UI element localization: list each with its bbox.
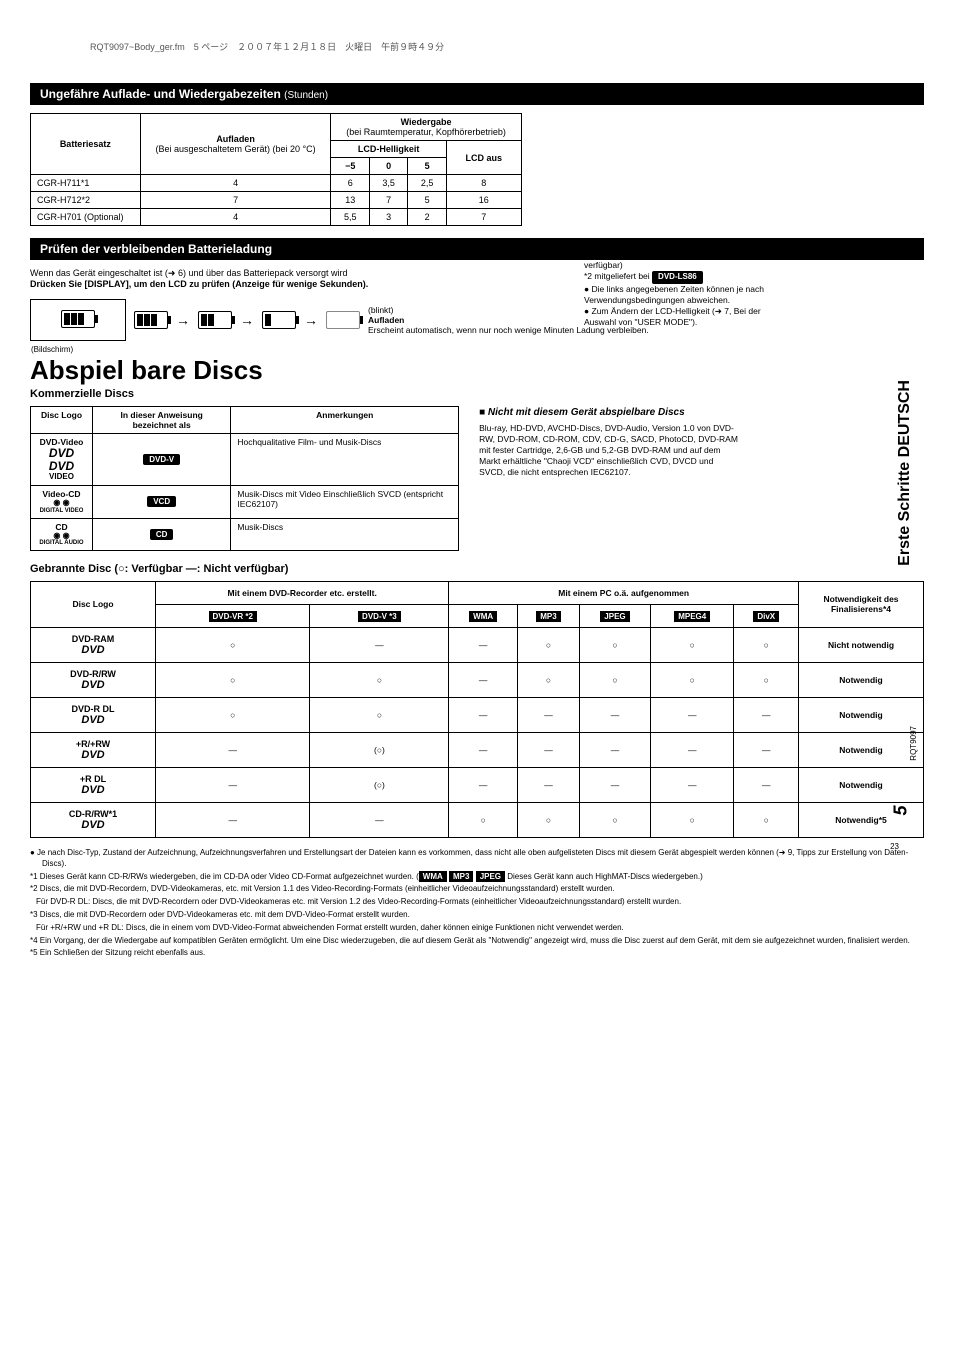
format-badge: CD [150, 529, 174, 540]
bright-0: 0 [369, 158, 407, 175]
section-title-suffix: (Stunden) [284, 90, 328, 101]
main-heading: Abspiel bare Discs [30, 355, 924, 386]
charge-table: Batteriesatz Aufladen (Bei ausgeschaltet… [30, 113, 522, 226]
small-page-number: 23 [890, 842, 899, 851]
table-row: +R/+RWDVD—(○)—————Notwendig [31, 732, 924, 767]
table-row: CGR-H711*1 4 6 3,5 2,5 8 [31, 175, 522, 192]
table-row: DVD-RAMDVD○——○○○○Nicht notwendig [31, 627, 924, 662]
instruction-bold: Drücken Sie [DISPLAY], um den LCD zu prü… [30, 279, 924, 289]
format-badge: VCD [147, 496, 176, 507]
format-badge: DivX [753, 611, 779, 622]
format-badge: WMA [469, 611, 497, 622]
model-badge: DVD-LS83 [652, 248, 701, 260]
section-header: Ungefähre Auflade- und Wiedergabezeiten … [30, 83, 924, 105]
bright-5: 5 [408, 158, 446, 175]
table-row: CGR-H712*2 7 13 7 5 16 [31, 192, 522, 209]
battery-display-diagram: (Bildschirm) → → → (blinkt) Aufladen Ers… [30, 299, 924, 341]
col-charge: Aufladen (Bei ausgeschaltetem Gerät) (be… [140, 114, 331, 175]
format-badge: JPEG [600, 611, 629, 622]
section-title: Ungefähre Auflade- und Wiedergabezeiten [40, 87, 281, 101]
table-row: CD◉ ◉DIGITAL AUDIO CD Musik-Discs [31, 518, 459, 550]
footnotes-block: ● Je nach Disc-Typ, Zustand der Aufzeich… [30, 848, 924, 959]
table-row: Video-CD◉ ◉DIGITAL VIDEO VCD Musik-Discs… [31, 486, 459, 518]
arrow-icon: → [176, 312, 190, 328]
format-badge: MPEG4 [674, 611, 710, 622]
battery-icon [134, 311, 168, 329]
battery-icon-blink [326, 311, 360, 329]
subheading: Kommerzielle Discs [30, 388, 924, 400]
margin-section-label: Erste Schritte DEUTSCH [896, 380, 914, 566]
table-row: DVD-R/RWDVD○○—○○○○Notwendig [31, 662, 924, 697]
commercial-discs-table: Disc Logo In dieser Anweisung bezeichnet… [30, 406, 459, 551]
side-notes: *1 mitgeliefert bei DVD-LS83 (nicht opti… [584, 248, 784, 328]
instruction-text: Wenn das Gerät eingeschaltet ist (➜ 6) u… [30, 268, 924, 279]
col-playback: Wiedergabe (bei Raumtemperatur, Kopfhöre… [331, 114, 521, 141]
burned-discs-table: Disc Logo Mit einem DVD-Recorder etc. er… [30, 581, 924, 838]
battery-icon [198, 311, 232, 329]
non-playable-block: ■ Nicht mit diesem Gerät abspielbare Dis… [479, 406, 739, 551]
burned-heading: Gebrannte Disc (○: Verfügbar —: Nicht ve… [30, 563, 924, 575]
format-badge: DVD-V *3 [358, 611, 401, 622]
battery-icon [262, 311, 296, 329]
arrow-icon: → [240, 312, 254, 328]
bright-neg5: −5 [331, 158, 369, 175]
model-badge: DVD-LS86 [652, 271, 703, 283]
table-row: +R DLDVD—(○)—————Notwendig [31, 767, 924, 802]
charge-playback-section: Ungefähre Auflade- und Wiedergabezeiten … [30, 83, 924, 226]
format-badge: DVD-VR *2 [209, 611, 257, 622]
arrow-icon: → [304, 312, 318, 328]
doc-code: RQT9097 [909, 726, 918, 761]
file-header: RQT9097~Body_ger.fm 5 ページ ２００７年１２月１８日 火曜… [30, 40, 924, 53]
section-header: Prüfen der verbleibenden Batterieladung [30, 238, 924, 260]
format-badge: DVD-V [143, 454, 180, 465]
table-row: CD-R/RW*1DVD——○○○○○Notwendig*5 [31, 802, 924, 837]
col-lcd-brightness: LCD-Helligkeit [331, 141, 446, 158]
format-badge: MP3 [536, 611, 560, 622]
col-lcd-off: LCD aus [446, 141, 521, 175]
battery-icon [61, 310, 95, 328]
table-row: CGR-H701 (Optional) 4 5,5 3 2 7 [31, 209, 522, 226]
col-battery: Batteriesatz [31, 114, 141, 175]
table-row: DVD-R DLDVD○○—————Notwendig [31, 697, 924, 732]
table-row: DVD-VideoDVD DVDVIDEO DVD-V Hochqualitat… [31, 434, 459, 486]
page-number: 5 [890, 806, 911, 816]
